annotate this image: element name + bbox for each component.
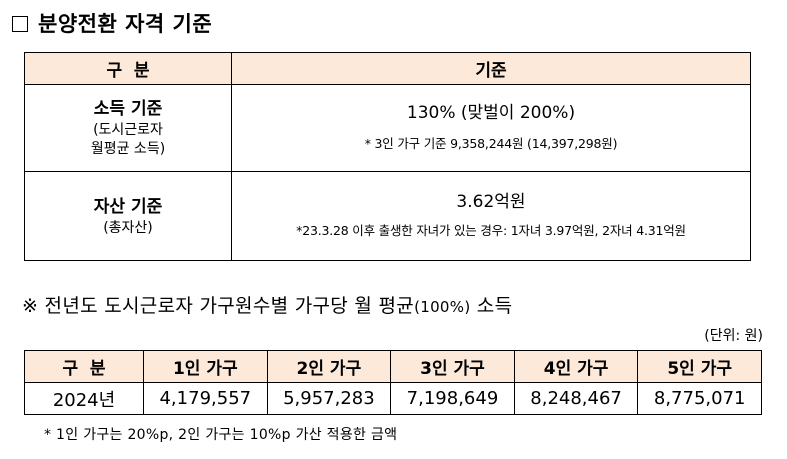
income-header-4p: 4인 가구 xyxy=(513,350,639,383)
income-label-cell: 소득 기준 (도시근로자 월평균 소득) xyxy=(24,84,232,172)
income-3p-cell: 7,198,649 xyxy=(390,382,515,415)
criteria-row-income: 소득 기준 (도시근로자 월평균 소득) 130% (맞벌이 200%) * 3… xyxy=(24,84,751,172)
income-table: 구 분 1인 가구 2인 가구 3인 가구 4인 가구 5인 가구 2024년 … xyxy=(24,350,762,415)
section-title-text: 분양전환 자격 기준 xyxy=(38,12,213,36)
income-note: * 3인 가구 기준 9,358,244원 (14,397,298원) xyxy=(364,136,618,151)
income-header-5p: 5인 가구 xyxy=(637,350,762,383)
asset-note: *23.3.28 이후 출생한 자녀가 있는 경우: 1자녀 3.97억원, 2… xyxy=(296,223,686,238)
income-4p-cell: 8,248,467 xyxy=(513,382,639,415)
income-section-title-main: ※ 전년도 도시근로자 가구원수별 가구당 월 평균 xyxy=(22,295,415,317)
income-header-2p: 2인 가구 xyxy=(266,350,392,383)
unit-label: (단위: 원) xyxy=(704,328,763,344)
criteria-header-category: 구 분 xyxy=(24,52,232,85)
income-sub1: (도시근로자 xyxy=(93,122,163,138)
income-label: 소득 기준 xyxy=(93,99,163,119)
asset-label: 자산 기준 xyxy=(93,196,163,217)
criteria-header-row: 구 분 기준 xyxy=(24,52,751,85)
income-year-cell: 2024년 xyxy=(24,382,144,415)
criteria-table: 구 분 기준 소득 기준 (도시근로자 월평균 소득) 130% (맞벌이 20… xyxy=(24,52,751,261)
table-row: 2024년 4,179,557 5,957,283 7,198,649 8,24… xyxy=(24,382,762,415)
criteria-row-asset: 자산 기준 (총자산) 3.62억원 *23.3.28 이후 출생한 자녀가 있… xyxy=(24,171,751,261)
asset-label-cell: 자산 기준 (총자산) xyxy=(24,171,232,261)
criteria-header-standard: 기준 xyxy=(231,52,751,85)
income-section-title-pct: (100%) xyxy=(414,298,471,316)
income-header-category: 구 분 xyxy=(24,350,144,383)
income-section-title-tail: 소득 xyxy=(470,295,513,317)
asset-value: 3.62억원 xyxy=(456,192,526,212)
section-title: 분양전환 자격 기준 xyxy=(12,8,212,38)
asset-value-cell: 3.62억원 *23.3.28 이후 출생한 자녀가 있는 경우: 1자녀 3.… xyxy=(231,171,751,261)
income-header-3p: 3인 가구 xyxy=(390,350,515,383)
income-value: 130% (맞벌이 200%) xyxy=(406,103,576,123)
asset-sub1: (총자산) xyxy=(103,219,153,236)
income-table-header-row: 구 분 1인 가구 2인 가구 3인 가구 4인 가구 5인 가구 xyxy=(24,350,762,383)
footnote: * 1인 가구는 20%p, 2인 가구는 10%p 가산 적용한 금액 xyxy=(44,427,398,443)
income-value-cell: 130% (맞벌이 200%) * 3인 가구 기준 9,358,244원 (1… xyxy=(231,84,751,172)
checkbox-square-icon xyxy=(12,16,28,32)
income-section-title: ※ 전년도 도시근로자 가구원수별 가구당 월 평균(100%) 소득 xyxy=(22,291,512,318)
income-5p-cell: 8,775,071 xyxy=(637,382,762,415)
income-2p-cell: 5,957,283 xyxy=(266,382,392,415)
income-1p-cell: 4,179,557 xyxy=(143,382,268,415)
income-sub2: 월평균 소득) xyxy=(90,141,166,157)
income-header-1p: 1인 가구 xyxy=(143,350,268,383)
